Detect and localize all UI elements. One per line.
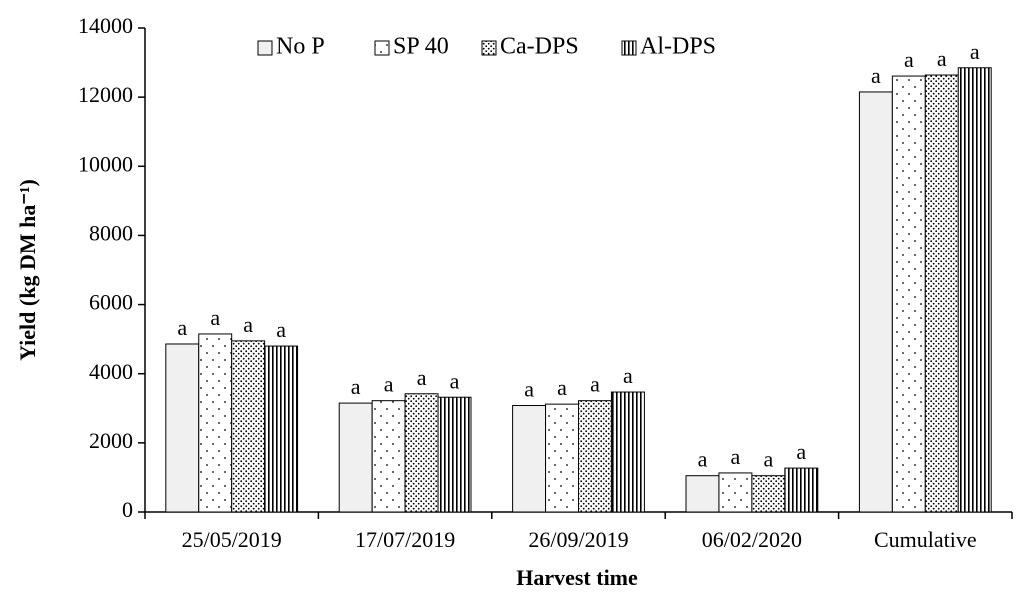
bar	[371, 400, 406, 513]
bar-letter: a	[210, 305, 220, 330]
bar	[231, 340, 266, 513]
legend-label: SP 40	[393, 34, 449, 60]
bar-letter: a	[351, 374, 361, 399]
y-tick-label: 2000	[89, 428, 133, 453]
legend-swatch	[257, 40, 273, 56]
bar-letter: a	[763, 447, 773, 472]
x-tick-label: 26/09/2019	[528, 527, 628, 552]
y-axis-label: Yield (kg DM ha⁻¹)	[15, 179, 40, 361]
bar	[957, 67, 992, 513]
bar-letter: a	[557, 375, 567, 400]
bar	[685, 475, 720, 513]
bar-letter: a	[276, 317, 286, 342]
bar-letter: a	[796, 439, 806, 464]
bar	[718, 472, 753, 513]
bar	[784, 467, 819, 513]
legend-swatch	[481, 40, 497, 56]
bar	[924, 74, 959, 513]
x-tick-label: 17/07/2019	[355, 527, 455, 552]
bar	[264, 345, 299, 513]
bar	[578, 400, 612, 513]
y-tick-label: 4000	[89, 359, 133, 384]
bar-letter: a	[970, 39, 980, 64]
bar-letter: a	[450, 368, 460, 393]
y-tick-label: 14000	[78, 13, 133, 38]
bar-letter: a	[177, 315, 187, 340]
bar-letter: a	[623, 363, 633, 388]
legend-label: Al-DPS	[640, 34, 716, 60]
bar	[404, 393, 439, 513]
y-tick-label: 6000	[89, 290, 133, 315]
x-axis-label: Harvest time	[516, 565, 638, 590]
y-tick-label: 0	[122, 497, 133, 522]
bar-letter: a	[871, 63, 881, 88]
bar-letter: a	[698, 447, 708, 472]
bar-letter: a	[243, 312, 253, 337]
bar-letter: a	[731, 444, 741, 469]
x-tick-label: 25/05/2019	[182, 527, 282, 552]
bar	[610, 391, 645, 513]
bar-letter: a	[590, 372, 600, 397]
bar-letter: a	[417, 365, 427, 390]
x-tick-label: Cumulative	[874, 527, 977, 552]
y-tick-label: 12000	[78, 82, 133, 107]
bar-letter: a	[904, 47, 914, 72]
bar-letter: a	[937, 46, 947, 71]
legend-label: No P	[276, 34, 325, 60]
legend-swatch	[374, 40, 390, 56]
legend-label: Ca-DPS	[500, 34, 579, 60]
bar	[545, 403, 580, 513]
bar	[858, 91, 893, 513]
legend-swatch	[621, 40, 637, 56]
bar	[165, 343, 200, 513]
bar-letter: a	[384, 372, 394, 397]
bar	[437, 396, 472, 513]
bar	[512, 405, 547, 513]
bar	[891, 75, 926, 513]
bar	[198, 333, 233, 513]
bar-letter: a	[524, 377, 534, 402]
y-tick-label: 10000	[78, 151, 133, 176]
bar	[751, 475, 786, 513]
bar	[338, 402, 373, 513]
y-tick-label: 8000	[89, 220, 133, 245]
x-tick-label: 06/02/2020	[702, 527, 802, 552]
